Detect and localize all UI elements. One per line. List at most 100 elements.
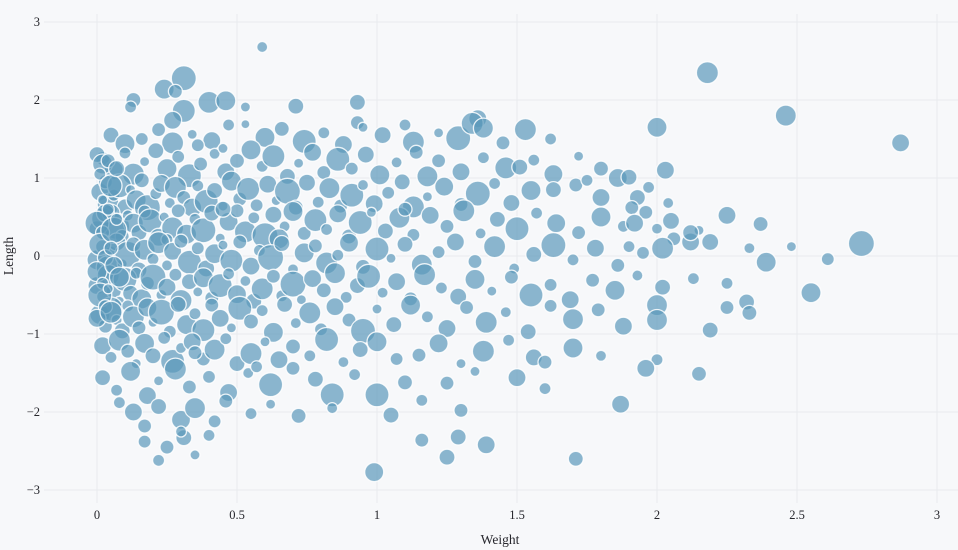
- data-point: [221, 118, 236, 132]
- data-point: [93, 369, 112, 387]
- data-point: [471, 339, 496, 363]
- data-point: [348, 93, 367, 111]
- data-point: [337, 355, 350, 369]
- data-point: [543, 163, 564, 185]
- data-point: [170, 203, 186, 219]
- data-point: [225, 322, 238, 334]
- data-point: [108, 266, 131, 288]
- data-point: [364, 461, 385, 483]
- data-point: [719, 299, 735, 316]
- data-point: [217, 239, 229, 251]
- data-point: [151, 453, 166, 468]
- data-point: [487, 176, 502, 191]
- data-point: [501, 333, 516, 347]
- data-point: [326, 401, 339, 415]
- data-point: [347, 367, 362, 382]
- data-point: [298, 301, 322, 325]
- data-point: [279, 270, 307, 298]
- data-point: [717, 205, 737, 226]
- data-point: [752, 215, 769, 233]
- data-point: [247, 211, 261, 225]
- data-point: [338, 232, 360, 253]
- data-point: [650, 236, 675, 260]
- data-point: [382, 406, 400, 424]
- data-point: [414, 432, 430, 448]
- data-point: [355, 263, 382, 289]
- data-point: [187, 345, 203, 361]
- data-point: [518, 282, 544, 308]
- data-point: [93, 167, 107, 181]
- data-point: [474, 227, 487, 240]
- data-point: [420, 310, 435, 324]
- data-point: [590, 206, 612, 228]
- data-point: [519, 323, 537, 341]
- data-point: [351, 340, 369, 359]
- x-tick-label: 2.5: [789, 508, 805, 522]
- data-point: [150, 121, 167, 138]
- data-point: [365, 206, 378, 218]
- x-tick-label: 1.5: [509, 508, 525, 522]
- data-point: [592, 160, 610, 177]
- data-point: [296, 225, 312, 242]
- data-point: [264, 205, 283, 224]
- data-point: [137, 385, 158, 406]
- data-point: [325, 146, 351, 172]
- data-point: [133, 172, 150, 189]
- data-point: [622, 239, 636, 254]
- data-point: [189, 449, 201, 461]
- x-axis-title: Weight: [481, 532, 520, 547]
- data-point: [259, 336, 271, 348]
- data-point: [167, 83, 184, 100]
- data-point: [285, 360, 301, 376]
- data-point: [437, 318, 457, 339]
- data-point: [254, 126, 276, 149]
- data-point: [645, 308, 669, 332]
- data-point: [269, 350, 289, 370]
- data-point: [408, 144, 424, 160]
- data-point: [190, 241, 205, 256]
- data-point: [543, 132, 558, 146]
- data-point: [152, 375, 165, 387]
- data-point: [537, 354, 553, 370]
- data-point: [257, 372, 284, 398]
- data-point: [650, 353, 664, 367]
- data-point: [273, 234, 291, 253]
- data-point: [504, 216, 530, 242]
- data-point: [214, 200, 232, 218]
- data-point: [297, 173, 317, 192]
- data-point: [476, 435, 496, 455]
- data-point: [785, 240, 798, 253]
- data-point: [192, 156, 209, 172]
- data-point: [397, 201, 413, 217]
- y-tick-label: 3: [34, 15, 40, 29]
- data-point: [661, 211, 681, 231]
- y-tick-label: −2: [27, 405, 40, 419]
- data-point: [373, 125, 392, 145]
- x-tick-label: 2: [654, 508, 660, 522]
- data-point: [328, 204, 348, 224]
- data-point: [511, 158, 529, 176]
- data-point: [590, 302, 606, 318]
- x-tick-label: 1: [374, 508, 380, 522]
- data-point: [385, 252, 397, 264]
- data-point: [486, 285, 498, 297]
- data-point: [695, 61, 720, 85]
- data-point: [472, 117, 495, 139]
- data-point: [109, 383, 124, 397]
- data-point: [311, 195, 325, 209]
- data-point: [452, 199, 476, 223]
- data-point: [464, 268, 486, 291]
- data-point: [307, 238, 324, 254]
- data-point: [635, 245, 651, 261]
- data-point: [503, 269, 520, 285]
- data-point: [445, 232, 466, 252]
- data-point: [181, 379, 198, 395]
- data-point: [681, 223, 700, 242]
- data-point: [371, 303, 383, 315]
- data-point: [449, 428, 467, 446]
- data-point: [147, 298, 176, 326]
- data-point: [227, 295, 253, 321]
- data-point: [123, 402, 144, 422]
- data-point: [529, 206, 544, 220]
- data-point: [560, 290, 580, 310]
